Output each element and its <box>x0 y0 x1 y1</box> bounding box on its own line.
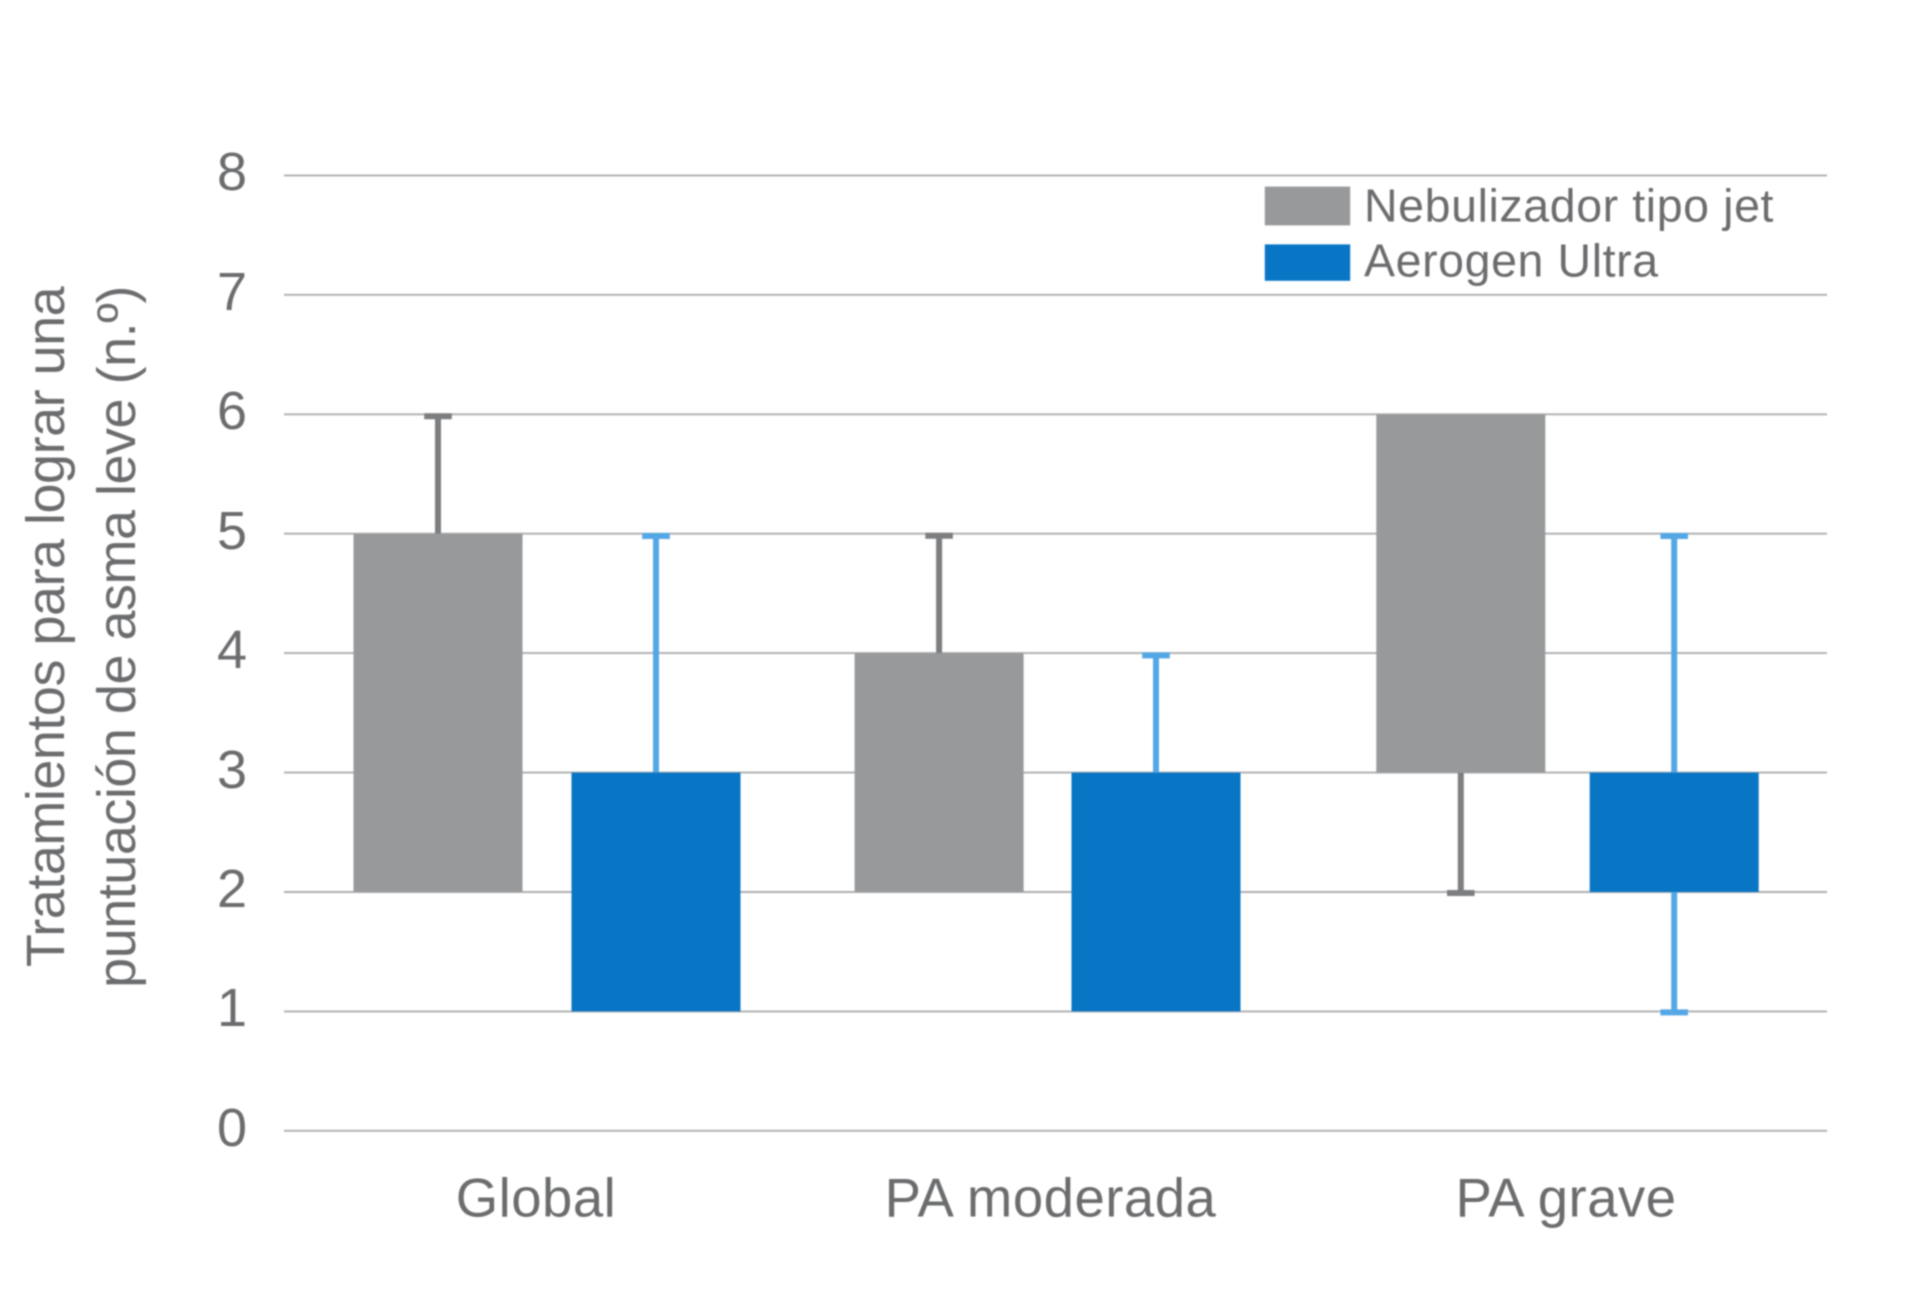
svg-text:PA moderada: PA moderada <box>885 1168 1217 1229</box>
svg-text:3: 3 <box>217 740 247 800</box>
svg-text:4: 4 <box>217 620 247 680</box>
svg-text:0: 0 <box>217 1098 247 1158</box>
svg-text:puntuación de asma leve (n.º): puntuación de asma leve (n.º) <box>87 286 147 988</box>
svg-text:6: 6 <box>217 381 247 441</box>
svg-text:Nebulizador tipo jet: Nebulizador tipo jet <box>1364 180 1774 232</box>
svg-text:5: 5 <box>217 501 247 561</box>
svg-text:Global: Global <box>456 1168 617 1229</box>
svg-text:Aerogen Ultra: Aerogen Ultra <box>1364 235 1659 287</box>
svg-text:8: 8 <box>217 142 247 202</box>
svg-text:PA grave: PA grave <box>1455 1168 1676 1229</box>
svg-text:7: 7 <box>217 262 247 322</box>
svg-text:1: 1 <box>217 978 247 1038</box>
svg-text:2: 2 <box>217 859 247 919</box>
svg-text:Tratamientos para lograr una: Tratamientos para lograr una <box>16 285 76 967</box>
